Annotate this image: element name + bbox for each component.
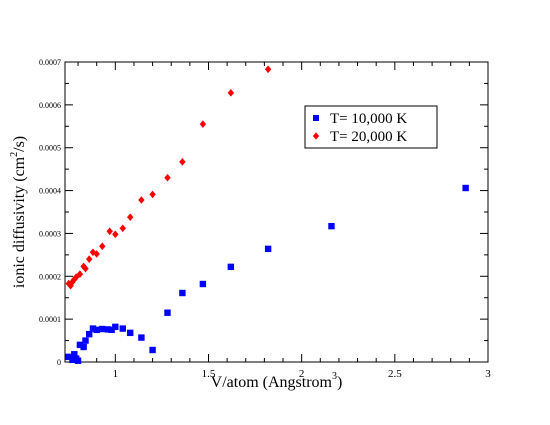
x-axis-title-superscript: 3 <box>332 371 337 382</box>
series-20000k-point <box>69 278 76 286</box>
series-20000k-point <box>112 230 119 239</box>
series-20000k-point <box>67 281 74 290</box>
legend-marker-20000k <box>312 132 320 140</box>
y-axis: 0 0.0001 0.0002 0.0003 0.0004 0.0005 0.0006 0.0… <box>39 58 488 367</box>
x-axis-title-main: V/atom (Angstrom <box>211 374 333 391</box>
series-10000k-point <box>99 325 106 333</box>
y-tick-label: 0.0005 <box>39 144 61 153</box>
y-tick-label: 0 <box>57 358 61 367</box>
series-10000k-point <box>462 184 469 192</box>
series-20000k-point <box>76 270 84 278</box>
series-20000k-point <box>127 213 134 221</box>
x-axis-title-tail: ) <box>337 374 342 391</box>
series-10000k-point <box>65 353 72 361</box>
series-10000k-point <box>108 326 115 334</box>
series-10000k-point <box>71 351 78 358</box>
series-20000k-point <box>227 89 235 97</box>
x-tick-label: 1.5 <box>202 368 216 380</box>
series-20000k-point <box>264 65 272 74</box>
series-20000k-point <box>93 250 100 258</box>
series-10000k-point <box>76 341 84 349</box>
y-axis-title: ionic diffusivity (cm2/s) <box>9 136 28 288</box>
series-10000k-point <box>119 325 126 332</box>
series-10000k-point <box>138 334 145 341</box>
legend-box <box>304 105 438 149</box>
series-10000k-point <box>104 326 112 333</box>
data-points <box>65 65 469 364</box>
series-20000k-point <box>89 248 97 257</box>
series-20000k-point <box>199 120 207 128</box>
series-10000k-point <box>93 326 100 334</box>
y-tick-label: 0.0001 <box>39 315 61 324</box>
series-10000k-point <box>86 330 93 338</box>
series-10000k-point <box>227 263 235 271</box>
series-10000k-point <box>149 346 156 354</box>
series-10000k-point <box>328 222 335 230</box>
x-axis-title: V/atom (Angstrom3) <box>211 371 343 391</box>
y-axis-title-superscript: 2 <box>9 152 20 157</box>
y-axis-title-tail: /s) <box>11 136 28 152</box>
series-20000k-point <box>179 158 186 166</box>
series-10000k-point <box>74 357 82 364</box>
series-10000k-point <box>199 280 207 288</box>
series-10000k-point <box>179 289 186 297</box>
series-10000k-point <box>264 245 272 253</box>
y-tick-label: 0.0007 <box>39 58 61 67</box>
legend-label-10000k: T= 10,000 K <box>330 111 407 127</box>
series-10000k-point <box>127 329 134 337</box>
series-20000k-point <box>149 190 156 199</box>
series-20000k-point <box>106 227 113 236</box>
series-20000k-point <box>71 275 78 284</box>
series-20000k-point <box>99 242 106 251</box>
y-axis-title-main: ionic diffusivity (cm <box>11 156 28 288</box>
legend-marker-10000k <box>313 115 319 121</box>
series-20000k-point <box>119 224 126 233</box>
series-20000k-point <box>82 264 89 273</box>
x-tick-label: 1 <box>113 368 119 380</box>
x-tick-label: 2.5 <box>388 368 402 380</box>
legend-label-20000k: T= 20,000 K <box>330 129 407 145</box>
y-tick-label: 0.0003 <box>39 229 61 238</box>
series-20000k-point <box>86 255 93 263</box>
y-tick-label: 0.0002 <box>39 272 61 281</box>
series-20000k-point <box>164 173 171 182</box>
x-axis: 1 1.5 2 2.5 3 <box>77 62 491 380</box>
y-tick-label: 0.0006 <box>39 101 61 110</box>
x-tick-label: 2 <box>299 368 305 380</box>
series-10000k-point <box>82 337 89 344</box>
series-10000k-point <box>164 309 171 316</box>
x-tick-label: 3 <box>485 368 491 380</box>
series-10000k-point <box>89 325 97 332</box>
series-20000k-point <box>138 196 145 204</box>
series-10000k-point <box>112 323 119 331</box>
y-tick-label: 0.0004 <box>39 187 61 196</box>
series-20000k-point <box>80 262 87 271</box>
legend: T= 10,000 K T= 20,000 K <box>304 105 438 149</box>
series-10000k-point <box>69 356 76 364</box>
series-10000k-point <box>80 343 87 351</box>
